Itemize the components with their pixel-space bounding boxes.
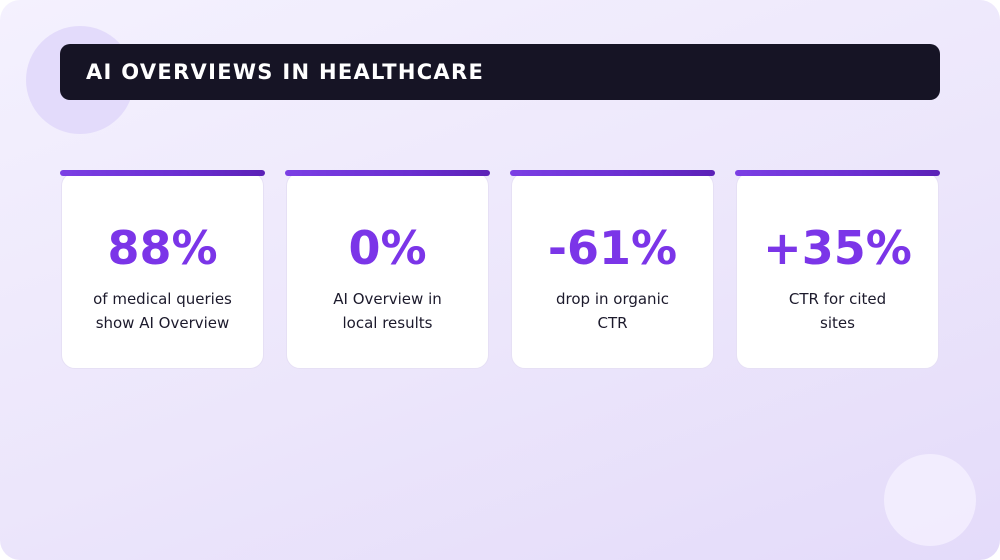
stat-description-line: drop in organic: [520, 287, 705, 311]
stat-value: 0%: [285, 222, 490, 274]
stat-value: 88%: [60, 222, 265, 274]
stat-description-line: CTR for cited: [745, 287, 930, 311]
stat-card-cited-sites-ctr: +35% CTR for cited sites: [735, 170, 940, 369]
stat-card-medical-queries: 88% of medical queries show AI Overview: [60, 170, 265, 369]
stat-description-line: AI Overview in: [295, 287, 480, 311]
decorative-circle-bottom-right: [884, 454, 976, 546]
stat-card-organic-ctr-drop: -61% drop in organic CTR: [510, 170, 715, 369]
stat-description-line: of medical queries: [70, 287, 255, 311]
title-bar: AI OVERVIEWS IN HEALTHCARE: [60, 44, 940, 100]
stat-description: of medical queries show AI Overview: [70, 287, 255, 335]
stat-description-line: sites: [745, 311, 930, 335]
stat-description: AI Overview in local results: [295, 287, 480, 335]
stat-card-accent-bar: [510, 170, 715, 176]
stat-card-accent-bar: [60, 170, 265, 176]
page-title: AI OVERVIEWS IN HEALTHCARE: [86, 60, 484, 84]
stat-description: drop in organic CTR: [520, 287, 705, 335]
stat-value: -61%: [510, 222, 715, 274]
stat-description: CTR for cited sites: [745, 287, 930, 335]
stat-value: +35%: [735, 222, 940, 274]
stat-card-accent-bar: [285, 170, 490, 176]
stat-card-accent-bar: [735, 170, 940, 176]
stat-description-line: local results: [295, 311, 480, 335]
stat-description-line: show AI Overview: [70, 311, 255, 335]
stat-card-local-results: 0% AI Overview in local results: [285, 170, 490, 369]
stat-description-line: CTR: [520, 311, 705, 335]
